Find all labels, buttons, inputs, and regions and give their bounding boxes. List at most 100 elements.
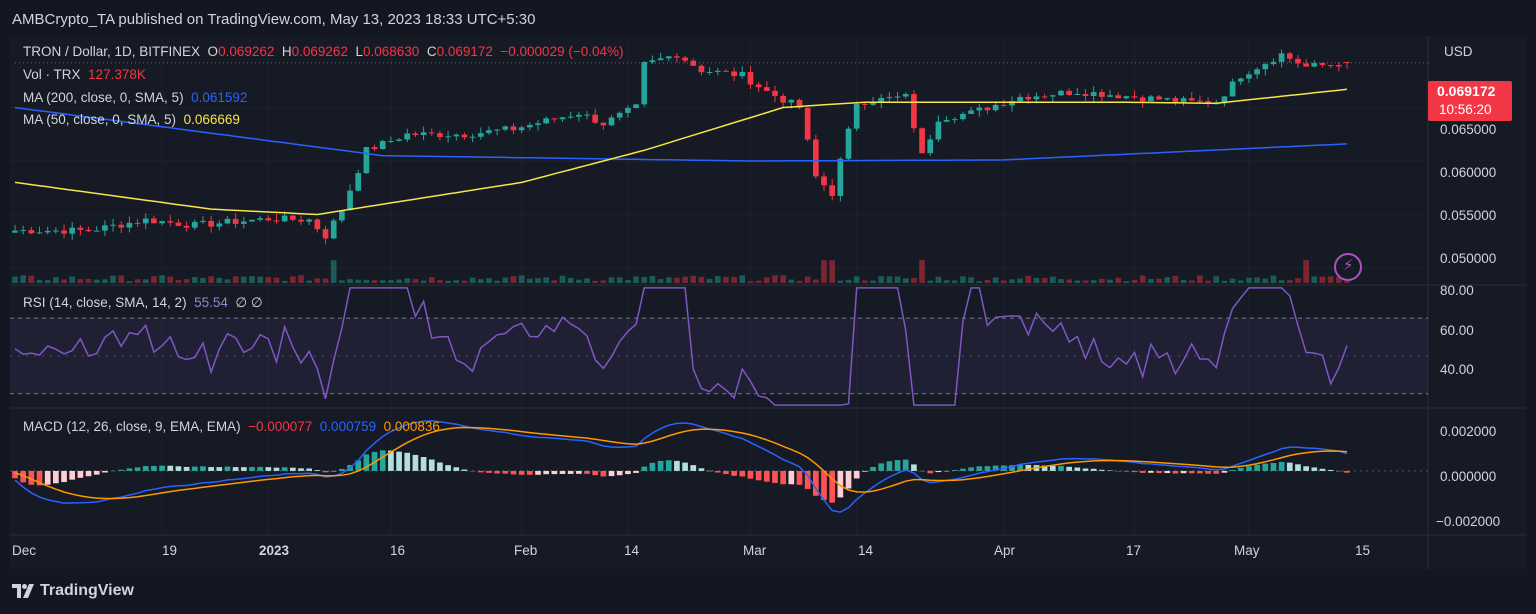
rsi-tick: 80.00 bbox=[1440, 283, 1474, 298]
low-value: 0.068630 bbox=[362, 44, 420, 59]
candle-body bbox=[461, 134, 468, 138]
volume-bar bbox=[265, 277, 272, 283]
macd-histogram-bar bbox=[943, 470, 950, 472]
macd-histogram-bar bbox=[1197, 470, 1203, 474]
volume-bar bbox=[486, 278, 492, 283]
candle-body bbox=[780, 95, 786, 103]
volume-bar bbox=[1188, 280, 1195, 283]
volume-bar bbox=[404, 278, 411, 283]
macd-histogram-bar bbox=[723, 470, 729, 475]
volume-bar bbox=[845, 279, 852, 283]
macd-label: MACD (12, 26, close, 9, EMA, EMA) bbox=[23, 419, 241, 434]
volume-bar bbox=[159, 275, 165, 283]
macd-histogram-bar bbox=[1319, 468, 1326, 471]
rsi-legend[interactable]: RSI (14, close, SMA, 14, 2) 55.54 ∅ ∅ bbox=[23, 295, 263, 311]
candle-body bbox=[1319, 63, 1326, 66]
volume-bar bbox=[723, 276, 729, 283]
candle-body bbox=[731, 71, 737, 77]
candle-body bbox=[1009, 101, 1015, 106]
macd-histogram-bar bbox=[1335, 470, 1342, 472]
candle-body bbox=[175, 222, 182, 226]
macd-histogram-bar bbox=[200, 466, 206, 471]
candle-body bbox=[428, 132, 435, 134]
macd-histogram-bar bbox=[1172, 470, 1179, 474]
volume-bar bbox=[20, 275, 27, 283]
volume-bar bbox=[804, 276, 811, 283]
tradingview-logo[interactable]: TradingView bbox=[12, 582, 134, 600]
macd-histogram-bar bbox=[1058, 465, 1064, 471]
macd-signal-line bbox=[14, 426, 1348, 500]
volume-legend[interactable]: Vol · TRX 127.378K bbox=[23, 67, 146, 82]
candle-body bbox=[1156, 96, 1162, 100]
candle-body bbox=[1082, 93, 1089, 96]
macd-histogram-bar bbox=[1156, 470, 1162, 474]
candle-body bbox=[379, 141, 386, 150]
candle-body bbox=[1131, 96, 1138, 98]
candle-body bbox=[649, 60, 656, 63]
time-tick: 15 bbox=[1355, 543, 1371, 558]
lightning-icon[interactable]: ⚡ bbox=[1334, 253, 1362, 281]
candle-body bbox=[992, 104, 999, 111]
volume-bar bbox=[167, 276, 174, 283]
macd-histogram-bar bbox=[804, 470, 811, 489]
macd-histogram-bar bbox=[576, 470, 582, 474]
candle-body bbox=[616, 112, 623, 118]
macd-histogram-bar bbox=[510, 470, 517, 475]
footer-bar bbox=[0, 569, 1536, 614]
volume-bar bbox=[559, 275, 566, 283]
macd-histogram-bar bbox=[159, 465, 165, 471]
volume-bar bbox=[355, 279, 362, 283]
volume-bar bbox=[780, 275, 786, 283]
candle-body bbox=[633, 104, 639, 109]
volume-bar bbox=[93, 279, 100, 283]
macd-histogram-bar bbox=[551, 470, 558, 475]
candle-body bbox=[396, 139, 402, 141]
candle-body bbox=[951, 119, 958, 121]
ma200-legend[interactable]: MA (200, close, 0, SMA, 5) 0.061592 bbox=[23, 90, 247, 105]
macd-histogram-bar bbox=[1148, 470, 1154, 473]
macd-histogram-bar bbox=[437, 462, 443, 471]
volume-label: Vol · TRX bbox=[23, 67, 81, 82]
candle-body bbox=[1041, 96, 1048, 98]
macd-histogram-bar bbox=[396, 451, 402, 471]
price-tick: 0.055000 bbox=[1440, 208, 1497, 223]
macd-histogram-bar bbox=[281, 467, 288, 471]
candle-body bbox=[502, 126, 509, 130]
volume-bar bbox=[755, 280, 762, 283]
volume-bar bbox=[1066, 279, 1073, 283]
macd-histogram-bar bbox=[477, 470, 484, 473]
volume-bar bbox=[232, 276, 239, 283]
macd-histogram-bar bbox=[240, 467, 247, 471]
macd-histogram-bar bbox=[1246, 466, 1252, 471]
candle-body bbox=[535, 123, 541, 125]
volume-bar bbox=[1344, 280, 1350, 283]
candle-body bbox=[453, 134, 460, 137]
volume-bar bbox=[1295, 278, 1301, 283]
volume-bar bbox=[837, 280, 844, 283]
macd-histogram-bar bbox=[747, 470, 754, 479]
symbol-name[interactable]: TRON / Dollar, 1D, BITFINEX bbox=[23, 44, 201, 59]
macd-histogram-bar bbox=[1188, 470, 1195, 474]
volume-bar bbox=[1270, 275, 1277, 283]
volume-bar bbox=[289, 276, 296, 283]
volume-bar bbox=[1025, 275, 1032, 283]
volume-bar bbox=[870, 280, 876, 283]
volume-bar bbox=[110, 275, 116, 283]
time-tick: 16 bbox=[390, 543, 406, 558]
candle-body bbox=[1246, 74, 1252, 79]
macd-histogram-bar bbox=[20, 470, 27, 483]
volume-bar bbox=[698, 276, 705, 283]
macd-tick: 0.000000 bbox=[1440, 469, 1497, 484]
time-tick: Mar bbox=[743, 543, 767, 558]
candle-body bbox=[1000, 104, 1007, 106]
candle-body bbox=[208, 220, 214, 227]
ma50-legend[interactable]: MA (50, close, 0, SMA, 5) 0.066669 bbox=[23, 112, 240, 127]
candle-body bbox=[845, 128, 852, 159]
candle-body bbox=[1270, 61, 1277, 65]
macd-histogram-bar bbox=[36, 470, 43, 486]
volume-bar bbox=[437, 280, 443, 283]
currency-label[interactable]: USD bbox=[1444, 44, 1473, 59]
macd-legend[interactable]: MACD (12, 26, close, 9, EMA, EMA) −0.000… bbox=[23, 419, 440, 434]
publisher-text: AMBCrypto_TA published on TradingView.co… bbox=[12, 11, 536, 28]
